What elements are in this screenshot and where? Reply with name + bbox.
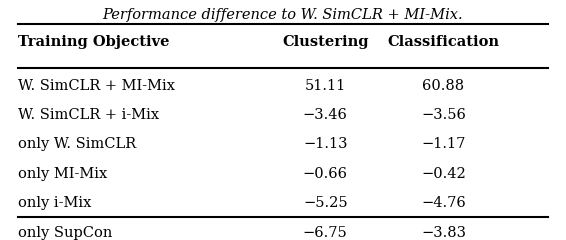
- Text: −3.46: −3.46: [303, 108, 348, 122]
- Text: −4.76: −4.76: [421, 196, 466, 210]
- Text: −1.17: −1.17: [421, 138, 466, 151]
- Text: −6.75: −6.75: [303, 226, 348, 240]
- Text: −0.42: −0.42: [421, 167, 466, 181]
- Text: Classification: Classification: [388, 35, 500, 49]
- Text: W. SimCLR + i-Mix: W. SimCLR + i-Mix: [18, 108, 160, 122]
- Text: −5.25: −5.25: [303, 196, 348, 210]
- Text: Clustering: Clustering: [282, 35, 368, 49]
- Text: −3.83: −3.83: [421, 226, 466, 240]
- Text: only i-Mix: only i-Mix: [18, 196, 92, 210]
- Text: only W. SimCLR: only W. SimCLR: [18, 138, 136, 151]
- Text: only MI-Mix: only MI-Mix: [18, 167, 108, 181]
- Text: Training Objective: Training Objective: [18, 35, 170, 49]
- Text: 51.11: 51.11: [305, 79, 346, 93]
- Text: −0.66: −0.66: [303, 167, 348, 181]
- Text: 60.88: 60.88: [422, 79, 465, 93]
- Text: −3.56: −3.56: [421, 108, 466, 122]
- Text: only SupCon: only SupCon: [18, 226, 113, 240]
- Text: Performance difference to W. SimCLR + MI-Mix.: Performance difference to W. SimCLR + MI…: [102, 8, 464, 22]
- Text: W. SimCLR + MI-Mix: W. SimCLR + MI-Mix: [18, 79, 175, 93]
- Text: −1.13: −1.13: [303, 138, 348, 151]
